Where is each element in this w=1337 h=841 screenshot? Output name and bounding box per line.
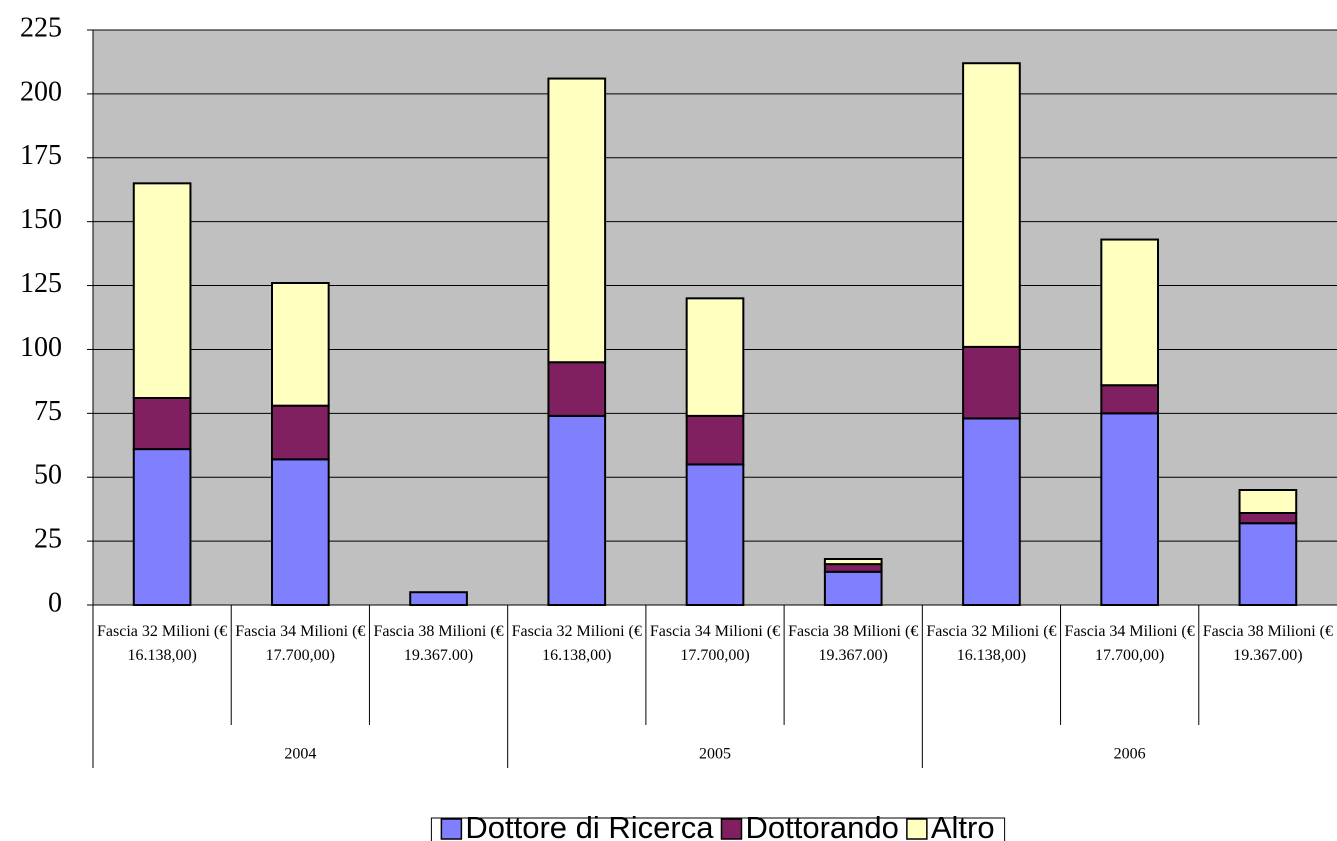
- bar-segment: [1238, 522, 1298, 607]
- legend-label: Dottore di Ricerca: [465, 810, 714, 841]
- bar-segment: [823, 570, 883, 606]
- bar-segment: [685, 297, 745, 417]
- y-tick-label: 125: [20, 268, 62, 299]
- bar-segment: [409, 591, 468, 607]
- bar-segment: [962, 345, 1021, 420]
- x-label-box: Fascia 32 Milioni (€ 16.138,00): [97, 623, 228, 664]
- legend-swatch: [440, 818, 463, 840]
- bar-segment: [823, 563, 883, 573]
- x-label-box: Fascia 32 Milioni (€ 16.138,00): [926, 623, 1057, 664]
- x-tick-label: Fascia 34 Milioni (€ 17.700,00): [649, 623, 781, 664]
- y-tick-label: 150: [20, 204, 62, 235]
- y-tick-label: 0: [48, 587, 62, 618]
- x-label-box: Fascia 32 Milioni (€ 16.138,00): [511, 623, 642, 664]
- bar-segment: [270, 404, 330, 461]
- x-label-box: Fascia 38 Milioni (€ 19.367.00): [788, 623, 919, 664]
- x-label-box: Fascia 38 Milioni (€ 19.367.00): [1202, 623, 1333, 664]
- bar-segment: [132, 448, 192, 606]
- bar-segment: [270, 282, 330, 407]
- bar-segment: [270, 458, 330, 607]
- x-label-box: Fascia 34 Milioni (€ 17.700,00): [235, 623, 366, 664]
- bar-segment: [962, 417, 1021, 607]
- legend-frame: [430, 817, 1006, 841]
- x-tick-label: Fascia 34 Milioni (€ 17.700,00): [1064, 623, 1195, 664]
- bar-segment: [823, 558, 883, 566]
- legend-swatch: [720, 818, 743, 840]
- x-tick-label: Fascia 38 Milioni (€ 19.367.00): [373, 623, 504, 664]
- x-tick-label: Fascia 38 Milioni (€ 19.367.00): [788, 623, 919, 664]
- x-tick-label: Fascia 32 Milioni (€ 16.138,00): [511, 623, 642, 664]
- bar-segment: [685, 463, 745, 607]
- x-tick-label: Fascia 32 Milioni (€ 16.138,00): [97, 623, 228, 664]
- y-tick-label: 25: [34, 524, 62, 555]
- y-tick-label: 100: [20, 332, 62, 363]
- bar-segment: [1100, 384, 1160, 415]
- bar-segment: [1238, 512, 1298, 525]
- bar-segment: [1100, 238, 1160, 387]
- group-label: 2005: [699, 746, 731, 763]
- bar-segment: [1238, 489, 1298, 514]
- y-tick-label: 75: [34, 396, 62, 427]
- bar-segment: [547, 414, 607, 606]
- x-tick-label: Fascia 38 Milioni (€ 19.367.00): [1202, 623, 1333, 664]
- y-tick-label: 225: [20, 12, 62, 43]
- bar-segment: [1100, 412, 1160, 607]
- bar-segment: [962, 62, 1021, 348]
- legend: Dottore di Ricerca Dottorando Altro: [440, 810, 995, 841]
- bar-segment: [547, 361, 607, 417]
- bar-segment: [132, 397, 192, 451]
- y-tick-label: 175: [20, 140, 62, 171]
- bar-segment: [547, 77, 607, 364]
- y-tick-label: 200: [20, 76, 62, 107]
- x-tick-label: Fascia 34 Milioni (€ 17.700,00): [235, 623, 366, 664]
- bar-segment: [685, 414, 745, 466]
- y-tick-label: 50: [34, 460, 62, 491]
- x-label-box: Fascia 34 Milioni (€ 17.700,00): [1064, 623, 1195, 664]
- legend-label: Altro: [931, 810, 995, 841]
- legend-swatch: [906, 818, 928, 840]
- legend-label: Dottorando: [745, 810, 898, 841]
- group-label: 2004: [284, 746, 316, 763]
- group-label: 2006: [1114, 746, 1146, 763]
- bar-segment: [132, 182, 192, 399]
- x-label-box: Fascia 34 Milioni (€ 17.700,00): [649, 623, 781, 664]
- x-tick-label: Fascia 32 Milioni (€ 16.138,00): [926, 623, 1057, 664]
- x-label-box: Fascia 38 Milioni (€ 19.367.00): [373, 623, 504, 664]
